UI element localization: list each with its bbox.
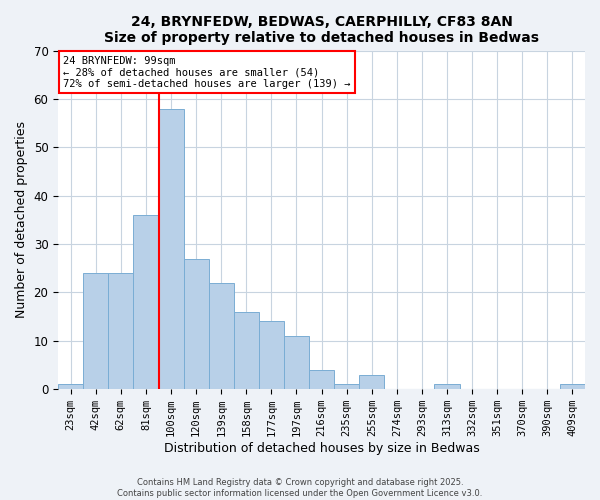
Bar bbox=[158, 108, 184, 389]
Bar bbox=[209, 283, 234, 389]
Bar bbox=[234, 312, 259, 389]
X-axis label: Distribution of detached houses by size in Bedwas: Distribution of detached houses by size … bbox=[164, 442, 479, 455]
Bar bbox=[109, 273, 133, 389]
Bar bbox=[184, 258, 209, 389]
Text: Contains HM Land Registry data © Crown copyright and database right 2025.
Contai: Contains HM Land Registry data © Crown c… bbox=[118, 478, 482, 498]
Y-axis label: Number of detached properties: Number of detached properties bbox=[15, 122, 28, 318]
Text: 24 BRYNFEDW: 99sqm
← 28% of detached houses are smaller (54)
72% of semi-detache: 24 BRYNFEDW: 99sqm ← 28% of detached hou… bbox=[64, 56, 351, 89]
Bar bbox=[259, 322, 284, 389]
Bar bbox=[359, 374, 384, 389]
Bar bbox=[133, 215, 158, 389]
Bar bbox=[309, 370, 334, 389]
Bar bbox=[560, 384, 585, 389]
Bar bbox=[434, 384, 460, 389]
Title: 24, BRYNFEDW, BEDWAS, CAERPHILLY, CF83 8AN
Size of property relative to detached: 24, BRYNFEDW, BEDWAS, CAERPHILLY, CF83 8… bbox=[104, 15, 539, 45]
Bar bbox=[334, 384, 359, 389]
Bar bbox=[58, 384, 83, 389]
Bar bbox=[284, 336, 309, 389]
Bar bbox=[83, 273, 109, 389]
